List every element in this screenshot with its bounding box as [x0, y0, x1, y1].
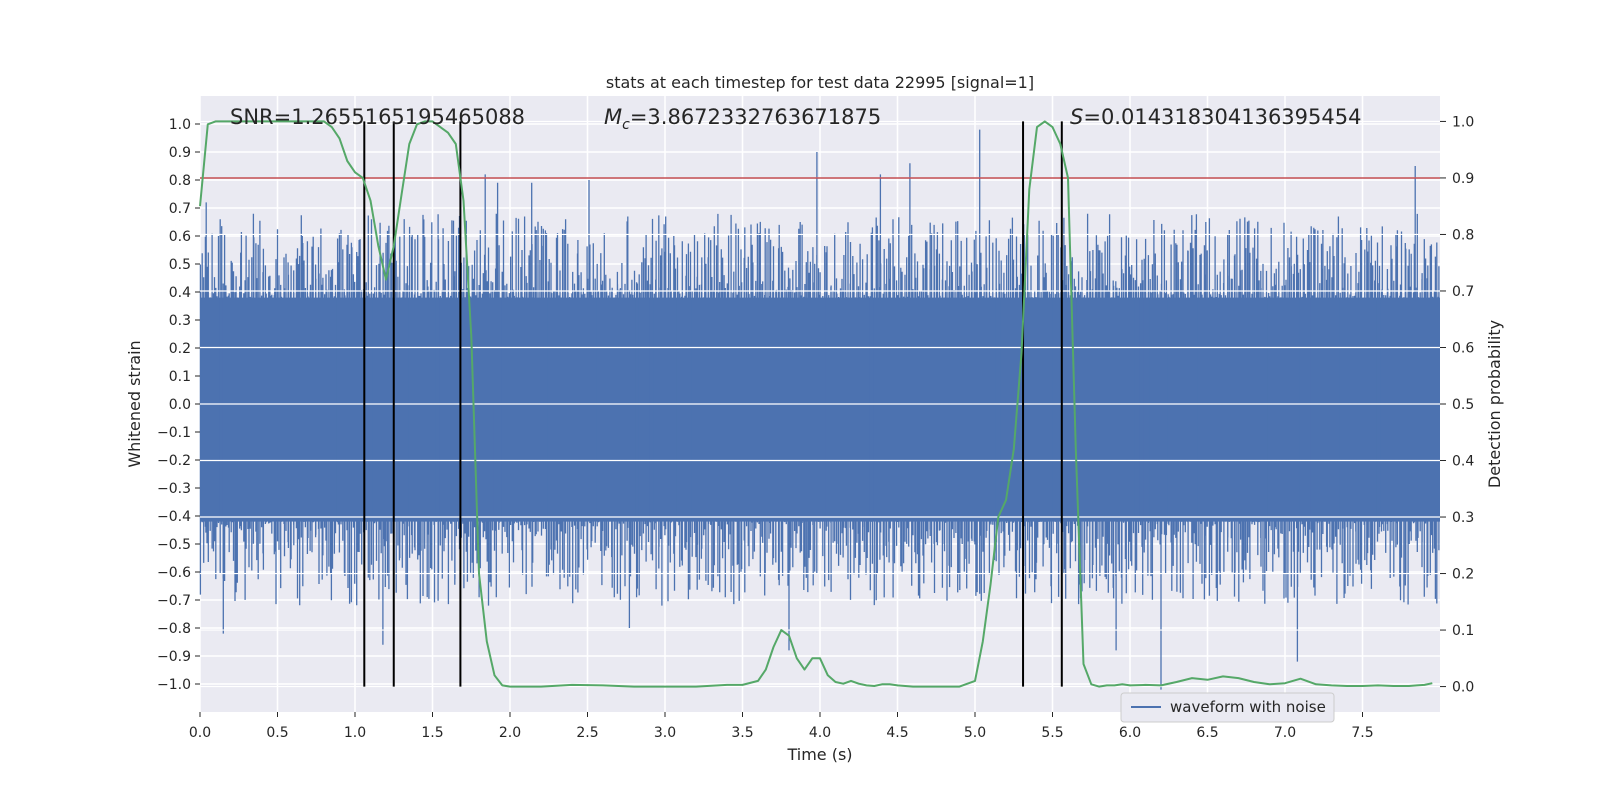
snr-annotation: SNR=1.2655165195465088 — [230, 105, 525, 129]
chirp-mass-annotation: Mc=3.8672332763671875 — [604, 105, 881, 133]
y-tick-label: −0.2 — [157, 453, 191, 469]
x-tick-label: 6.5 — [1196, 725, 1218, 741]
y2-tick-label: 0.3 — [1452, 510, 1474, 526]
y-tick-label: 0.1 — [169, 369, 191, 385]
x-tick-label: 4.0 — [809, 725, 831, 741]
y-tick-label: 0.5 — [169, 257, 191, 273]
detection-probability — [199, 120, 1433, 688]
legend-box — [1120, 692, 1335, 723]
y-tick-label: −0.3 — [157, 481, 191, 497]
y2-tick-label: 0.4 — [1452, 454, 1474, 470]
y-tick-label: −0.5 — [157, 537, 191, 553]
y-tick-label: 0.9 — [169, 145, 191, 161]
y-tick-label: 0.6 — [169, 229, 191, 245]
y-tick-label: 0.4 — [169, 285, 191, 301]
y-axis-label: Whitened strain — [125, 340, 144, 467]
waveform-spikes — [199, 129, 1440, 690]
x-tick-label: 5.0 — [964, 725, 986, 741]
x-tick-label: 6.0 — [1119, 725, 1141, 741]
y-tick-label: 0.0 — [169, 397, 191, 413]
y-tick-label: −1.0 — [157, 677, 191, 693]
y-tick-label: 1.0 — [169, 117, 191, 133]
x-tick-label: 3.0 — [654, 725, 676, 741]
y2-tick-label: 0.5 — [1452, 397, 1474, 413]
y2-tick-label: 0.0 — [1452, 680, 1474, 696]
y2-tick-label: 0.9 — [1452, 171, 1474, 187]
x-tick-label: 0.0 — [189, 725, 211, 741]
y2-axis-label: Detection probability — [1485, 320, 1504, 488]
x-tick-label: 4.5 — [886, 725, 908, 741]
y2-tick-label: 1.0 — [1452, 114, 1474, 130]
y-tick-label: −0.7 — [157, 593, 191, 609]
y2-ticks: 1.0 0.9 0.8 0.7 0.6 0.5 0.4 0.3 0.2 0.1 0.0 — [1440, 114, 1474, 696]
y-tick-label: −0.8 — [157, 621, 191, 637]
s-annotation: S=0.014318304136395454 — [1070, 105, 1361, 129]
chirp-mass-value: =3.8672332763671875 — [630, 105, 881, 129]
event-markers — [363, 121, 1063, 687]
y2-tick-label: 0.7 — [1452, 284, 1474, 300]
s-symbol: S — [1070, 105, 1083, 129]
x-tick-label: 3.5 — [731, 725, 753, 741]
s-value: =0.014318304136395454 — [1083, 105, 1361, 129]
x-tick-label: 1.5 — [421, 725, 443, 741]
y2-tick-label: 0.1 — [1452, 623, 1474, 639]
waveform-with-noise — [199, 129, 1440, 690]
x-tick-label: 0.5 — [266, 725, 288, 741]
chirp-mass-subscript: c — [622, 117, 630, 133]
y-tick-label: 0.2 — [169, 341, 191, 357]
y-tick-label: −0.9 — [157, 649, 191, 665]
y-tick-label: −0.1 — [157, 425, 191, 441]
y-tick-label: 0.7 — [169, 201, 191, 217]
chart-title: stats at each timestep for test data 229… — [606, 73, 1034, 92]
chirp-mass-symbol: M — [604, 105, 622, 129]
y2-tick-label: 0.2 — [1452, 567, 1474, 583]
legend-label: waveform with noise — [1170, 698, 1326, 716]
x-tick-label: 1.0 — [344, 725, 366, 741]
y2-tick-label: 0.8 — [1452, 227, 1474, 243]
x-tick-label: 7.0 — [1274, 725, 1296, 741]
legend: waveform with noise — [1120, 692, 1335, 723]
x-axis-label: Time (s) — [786, 745, 852, 764]
x-tick-label: 2.0 — [499, 725, 521, 741]
detection-probability-line — [199, 120, 1433, 688]
y-tick-label: −0.6 — [157, 565, 191, 581]
y2-tick-label: 0.6 — [1452, 340, 1474, 356]
x-tick-label: 2.5 — [576, 725, 598, 741]
y-tick-label: 0.8 — [169, 173, 191, 189]
x-tick-label: 5.5 — [1041, 725, 1063, 741]
y-tick-label: 0.3 — [169, 313, 191, 329]
x-ticks: 0.0 0.5 1.0 1.5 2.0 2.5 3.0 3.5 4.0 4.5 5.0 5.5 6.0 6… — [189, 712, 1374, 741]
y-ticks: 1.0 0.9 0.8 0.7 0.6 0.5 0.4 0.3 0.2 0.1 0.0 −0.1 −0.… — [157, 117, 200, 693]
x-tick-label: 7.5 — [1351, 725, 1373, 741]
y-tick-label: −0.4 — [157, 509, 191, 525]
